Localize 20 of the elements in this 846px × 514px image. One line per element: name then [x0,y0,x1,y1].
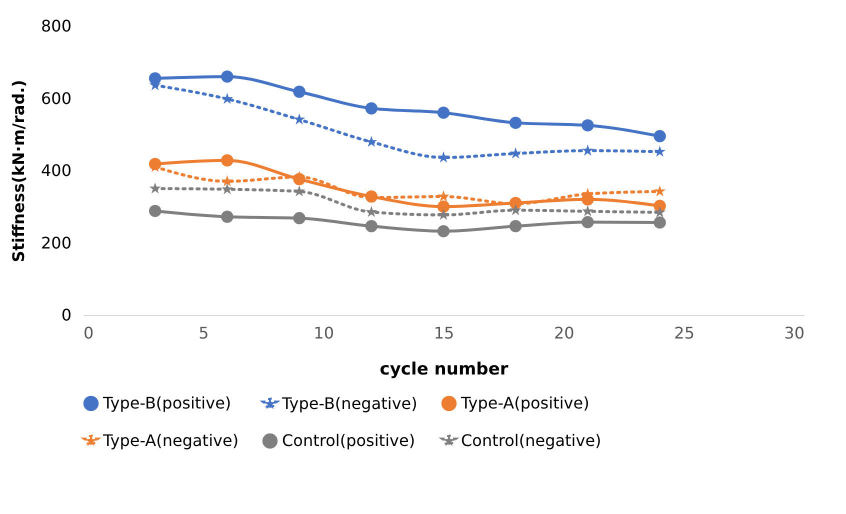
y-tick-label: 200 [40,233,72,252]
y-tick-label: 600 [40,88,72,108]
legend-label: Control(negative) [461,431,602,450]
x-tick-label: 5 [198,324,209,342]
x-tick-label: 0 [84,324,94,342]
legend-label: Type-B(negative) [281,394,418,414]
legend-label: Control(positive) [282,431,416,450]
x-tick-label: 10 [314,324,334,342]
x-tick-label: 20 [554,324,574,342]
x-tick-label: 30 [784,324,804,342]
legend-label: Type-A(negative) [102,431,239,450]
y-tick-label: 800 [40,16,72,36]
legend-label: Type-B(positive) [102,393,232,412]
y-axis-title: Stiffness(kN·m/rad.) [8,80,28,262]
x-tick-label: 25 [674,324,695,342]
x-axis-title: cycle number [380,360,509,380]
y-tick-label: 400 [40,161,72,180]
legend-label: Type-A(positive) [460,393,590,412]
y-tick-label: 0 [61,306,72,324]
x-tick-label: 15 [434,324,454,342]
